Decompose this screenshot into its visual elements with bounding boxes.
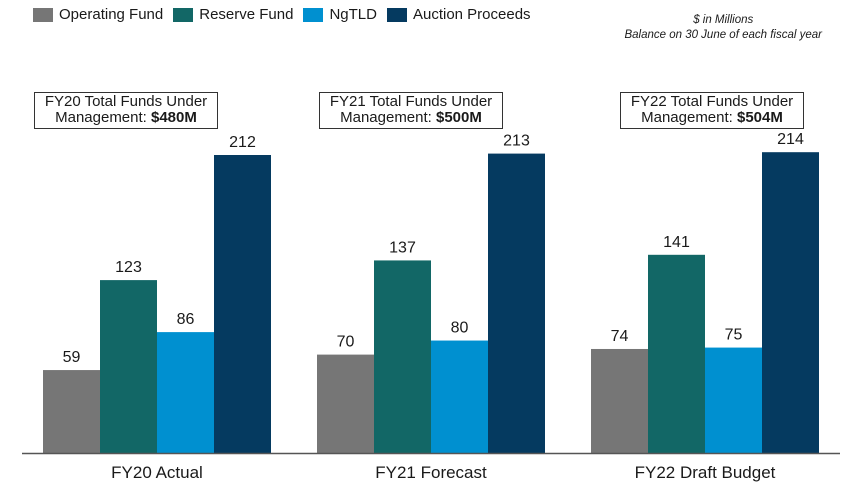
- callout-line2-prefix: Management:: [55, 109, 151, 126]
- value-label-operating-fund-fy21-forecast: 70: [337, 334, 355, 351]
- category-label-fy20-actual: FY20 Actual: [111, 463, 203, 482]
- legend-label: Reserve Fund: [199, 6, 294, 23]
- value-labels-layer: 59 123 86 212 70 137 80 213 74 141 75 214: [63, 131, 804, 366]
- category-label-fy21-forecast: FY21 Forecast: [375, 463, 487, 482]
- value-label-ngtld-fy22-draft-budget: 75: [725, 327, 743, 344]
- callout-total-value: $504M: [737, 109, 783, 126]
- legend-swatch: [386, 7, 407, 22]
- callout-line2-prefix: Management:: [641, 109, 737, 126]
- bar-reserve-fund-fy22-draft-budget: [648, 254, 705, 453]
- value-label-operating-fund-fy20-actual: 59: [63, 349, 81, 366]
- callout-line1: FY21 Total Funds Under: [329, 93, 493, 110]
- value-label-reserve-fund-fy20-actual: 123: [115, 259, 142, 276]
- callout-line1: FY20 Total Funds Under: [44, 93, 208, 110]
- units-note: $ in Millions Balance on 30 June of each…: [624, 13, 822, 43]
- legend-label: Auction Proceeds: [412, 6, 531, 23]
- callout-fy21-total: FY21 Total Funds Under Management: $500M: [319, 92, 503, 129]
- legend-label: Operating Fund: [59, 6, 164, 23]
- bar-ngtld-fy21-forecast: [431, 340, 488, 453]
- value-label-reserve-fund-fy21-forecast: 137: [389, 239, 416, 256]
- bar-operating-fund-fy20-actual: [43, 370, 100, 453]
- chart-legend: Operating Fund Reserve Fund NgTLD Auctio…: [33, 6, 541, 23]
- legend-swatch: [33, 7, 53, 22]
- legend-item-reserve-fund: Reserve Fund: [173, 6, 293, 23]
- callout-line2-prefix: Management:: [340, 109, 436, 126]
- value-label-ngtld-fy21-forecast: 80: [451, 320, 469, 337]
- bar-auction-proceeds-fy21-forecast: [488, 153, 545, 453]
- bars-layer: [43, 152, 819, 454]
- bar-auction-proceeds-fy22-draft-budget: [762, 152, 819, 454]
- bar-operating-fund-fy21-forecast: [317, 354, 374, 453]
- bar-auction-proceeds-fy20-actual: [214, 155, 271, 453]
- value-label-reserve-fund-fy22-draft-budget: 141: [663, 234, 690, 251]
- value-label-operating-fund-fy22-draft-budget: 74: [611, 328, 629, 345]
- category-labels-layer: FY20 Actual FY21 Forecast FY22 Draft Budge…: [111, 463, 776, 482]
- value-label-ngtld-fy20-actual: 86: [177, 311, 195, 328]
- value-label-auction-proceeds-fy20-actual: 212: [229, 134, 256, 151]
- bar-ngtld-fy22-draft-budget: [705, 347, 762, 453]
- value-label-auction-proceeds-fy21-forecast: 213: [503, 133, 530, 150]
- units-label: $ in Millions: [693, 14, 754, 26]
- callout-total-value: $480M: [151, 109, 197, 126]
- callout-total-value: $500M: [436, 109, 482, 126]
- callout-fy20-total: FY20 Total Funds Under Management: $480M: [34, 92, 218, 129]
- value-label-auction-proceeds-fy22-draft-budget: 214: [777, 131, 804, 148]
- callout-line1: FY22 Total Funds Under: [630, 93, 794, 110]
- category-label-fy22-draft-budget: FY22 Draft Budget: [635, 463, 776, 482]
- legend-swatch: [303, 7, 324, 22]
- bar-reserve-fund-fy21-forecast: [374, 260, 431, 453]
- bar-operating-fund-fy22-draft-budget: [591, 348, 648, 453]
- legend-item-ngtld: NgTLD: [303, 6, 377, 23]
- subtitle-label: Balance on 30 June of each fiscal year: [624, 29, 822, 41]
- bar-reserve-fund-fy20-actual: [100, 280, 157, 453]
- legend-swatch: [173, 7, 194, 22]
- bar-ngtld-fy20-actual: [157, 332, 214, 453]
- legend-label: NgTLD: [329, 6, 377, 23]
- callout-fy22-total: FY22 Total Funds Under Management: $504M: [620, 92, 804, 129]
- legend-item-auction-proceeds: Auction Proceeds: [386, 6, 531, 23]
- legend-item-operating-fund: Operating Fund: [33, 6, 163, 23]
